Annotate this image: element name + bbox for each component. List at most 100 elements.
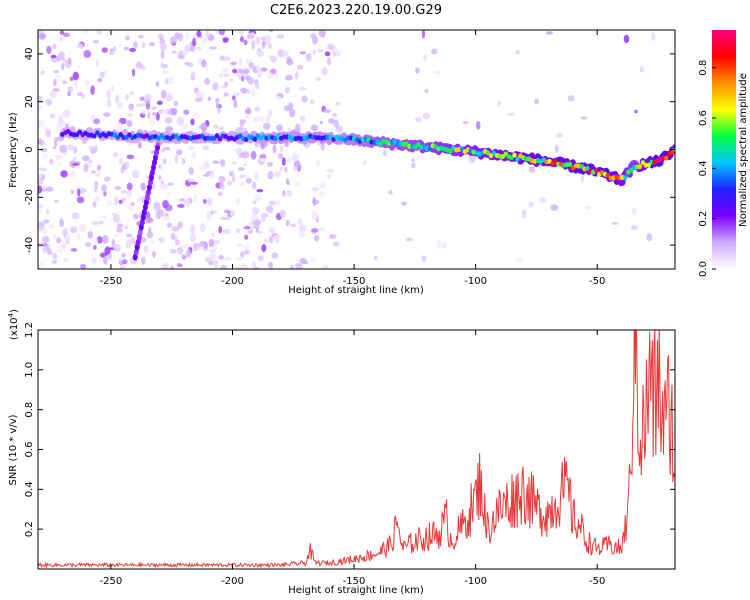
noise-speckle <box>151 112 158 116</box>
noise-speckle <box>75 233 81 240</box>
noise-speckle <box>317 48 324 53</box>
snr-y-tick-label: 1.0 <box>24 362 35 378</box>
snr-y-tick-label: 1.2 <box>24 322 35 338</box>
noise-speckle <box>61 228 69 236</box>
noise-speckle <box>190 224 196 234</box>
noise-speckle <box>133 41 138 49</box>
noise-speckle <box>261 216 266 223</box>
noise-speckle <box>167 75 174 85</box>
snr-y-tick-label: 0.8 <box>24 402 35 418</box>
noise-speckle <box>235 147 243 155</box>
noise-speckle <box>161 147 166 153</box>
noise-speckle <box>192 37 196 47</box>
noise-speckle <box>206 197 213 206</box>
noise-speckle <box>45 98 53 106</box>
snr-x-tick-label: -250 <box>100 576 123 587</box>
noise-speckle <box>208 238 215 248</box>
noise-speckle <box>151 106 158 111</box>
noise-speckle <box>81 94 86 99</box>
noise-speckle <box>162 199 169 209</box>
noise-speckle <box>415 67 420 74</box>
noise-speckle <box>273 234 282 241</box>
noise-speckle <box>373 255 378 260</box>
noise-speckle <box>182 158 186 165</box>
noise-speckle <box>252 181 257 190</box>
noise-speckle <box>422 112 430 120</box>
noise-speckle <box>119 265 124 269</box>
noise-speckle <box>88 145 94 149</box>
noise-speckle <box>107 98 112 108</box>
noise-speckle <box>156 210 161 220</box>
noise-speckle <box>196 30 202 37</box>
ridge-blob <box>512 152 517 158</box>
noise-speckle <box>333 119 339 128</box>
noise-speckle <box>181 254 187 260</box>
noise-speckle <box>175 149 183 156</box>
ridge-blob <box>567 161 573 167</box>
noise-speckle <box>125 240 132 249</box>
snr-x-label: Height of straight line (km) <box>288 585 424 596</box>
noise-speckle <box>319 120 324 125</box>
noise-speckle <box>54 199 59 203</box>
noise-speckle <box>147 111 151 120</box>
noise-speckle <box>62 109 71 118</box>
noise-speckle <box>257 50 265 58</box>
noise-speckle <box>528 166 536 173</box>
noise-speckle <box>52 233 59 240</box>
noise-speckle <box>284 166 288 173</box>
noise-speckle <box>405 237 413 242</box>
noise-speckle <box>182 243 190 249</box>
noise-speckle <box>143 245 149 254</box>
noise-speckle <box>166 192 172 196</box>
noise-speckle <box>191 70 196 79</box>
noise-speckle <box>38 95 43 102</box>
noise-speckle <box>270 68 277 75</box>
noise-speckle <box>97 164 101 171</box>
noise-speckle <box>101 214 107 219</box>
noise-speckle <box>235 256 243 262</box>
ridge-blob <box>637 164 643 170</box>
noise-speckle <box>238 57 243 67</box>
noise-speckle <box>282 190 286 197</box>
noise-speckle <box>298 87 307 91</box>
colorbar-tick-label: 0.0 <box>698 261 709 277</box>
noise-speckle <box>126 204 134 211</box>
snr-x-tick-label: -200 <box>221 576 244 587</box>
snr-panel: -250 -200 -150 -100 -50 0.2 0.4 0.6 0.8 1.0 1.2 H… <box>7 309 676 596</box>
noise-speckle <box>67 57 72 65</box>
noise-speckle <box>139 64 144 68</box>
noise-speckle <box>243 162 247 167</box>
noise-speckle <box>162 158 167 165</box>
noise-speckle <box>229 78 234 83</box>
noise-speckle <box>286 190 293 197</box>
noise-speckle <box>545 31 553 35</box>
noise-speckle <box>43 219 50 224</box>
noise-speckle <box>177 203 185 209</box>
noise-speckle <box>76 196 85 204</box>
noise-speckle <box>208 260 214 266</box>
noise-speckle <box>38 221 46 228</box>
noise-speckle <box>271 252 279 259</box>
noise-speckle <box>171 50 177 54</box>
noise-speckle <box>92 201 97 208</box>
noise-speckle <box>296 64 304 70</box>
noise-speckle <box>160 89 167 99</box>
noise-speckle <box>202 161 210 170</box>
colorbar-tick-label: 0.2 <box>698 211 709 227</box>
noise-speckle <box>311 186 320 192</box>
noise-speckle <box>67 145 75 149</box>
noise-speckle <box>421 255 427 263</box>
noise-speckle <box>329 234 337 239</box>
noise-speckle <box>87 159 93 164</box>
ridge-blob <box>629 167 634 173</box>
noise-speckle <box>213 239 221 245</box>
noise-speckle <box>45 129 52 138</box>
noise-speckle <box>277 49 285 58</box>
snr-y-label: SNR (10 * v/v) <box>8 414 19 485</box>
noise-speckle <box>284 74 293 81</box>
noise-speckle <box>53 70 59 74</box>
noise-speckle <box>323 109 332 113</box>
noise-speckle <box>254 194 262 202</box>
